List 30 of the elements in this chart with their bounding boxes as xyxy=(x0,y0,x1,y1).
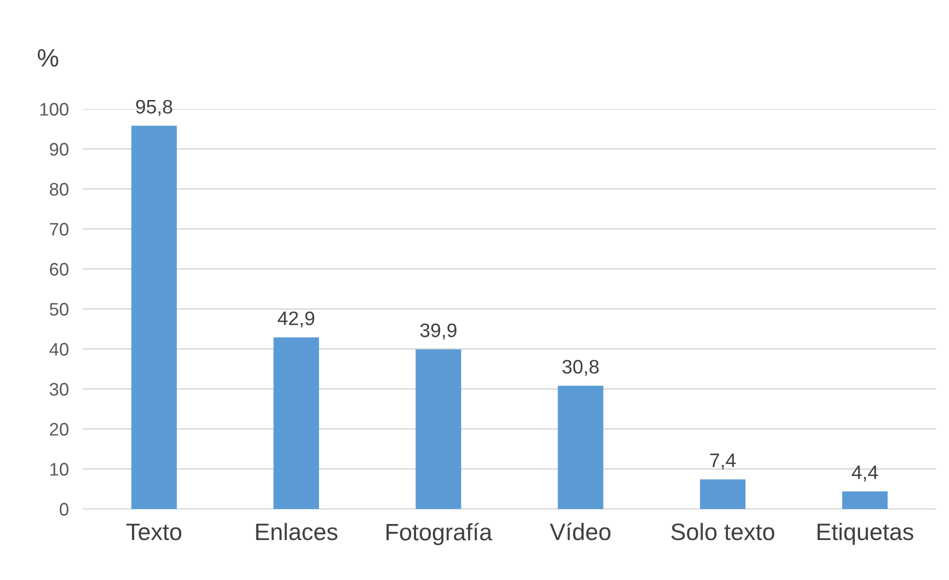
y-tick-label: 10 xyxy=(50,462,68,476)
y-tick-label: 20 xyxy=(50,422,68,436)
x-tick-label: Enlaces xyxy=(256,522,338,540)
bar xyxy=(558,386,604,509)
y-tick-label: 100 xyxy=(40,102,68,116)
bar xyxy=(700,479,746,509)
y-axis-title: % xyxy=(38,49,58,67)
y-tick-label: 90 xyxy=(50,142,68,156)
y-tick-label: 70 xyxy=(50,222,68,236)
y-tick-label: 50 xyxy=(50,302,68,316)
data-label: 39,9 xyxy=(420,323,456,340)
bar xyxy=(842,491,888,509)
y-tick-label: 0 xyxy=(60,502,68,516)
data-label: 42,9 xyxy=(278,311,314,328)
data-label: 4,4 xyxy=(852,466,878,482)
x-tick-label: Fotografía xyxy=(386,522,492,546)
data-label: 30,8 xyxy=(562,360,599,376)
bar xyxy=(416,349,462,509)
y-tick-label: 60 xyxy=(50,262,68,276)
y-tick-label: 30 xyxy=(50,382,68,396)
x-tick-label: Texto xyxy=(126,524,182,540)
x-tick-label: Etiquetas xyxy=(818,522,914,545)
y-tick-label: 40 xyxy=(49,342,68,356)
x-tick-label: Solo texto xyxy=(671,522,774,540)
x-tick-label: Vídeo xyxy=(550,522,610,540)
y-tick-label: 80 xyxy=(50,182,68,196)
data-label: 7,4 xyxy=(710,454,736,470)
bar xyxy=(131,126,177,509)
bar xyxy=(274,337,319,509)
data-label: 95,8 xyxy=(136,100,172,116)
